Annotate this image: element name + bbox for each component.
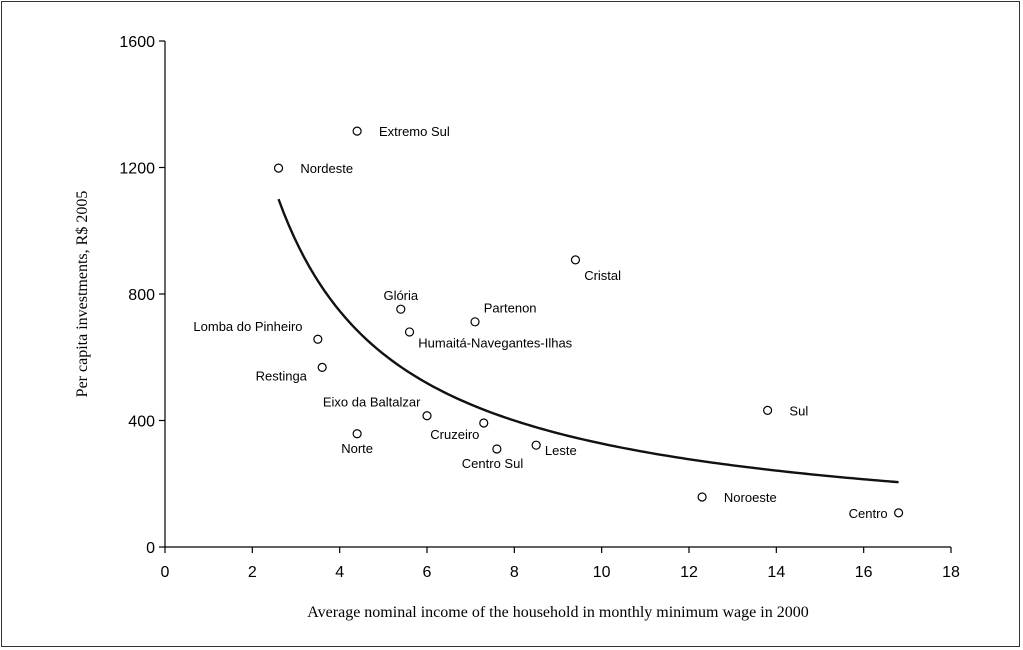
data-point	[893, 508, 904, 518]
y-tick-label: 1200	[119, 161, 155, 178]
data-point	[352, 429, 362, 439]
data-point	[352, 126, 362, 136]
y-tick-label: 800	[128, 287, 155, 304]
x-tick-label: 0	[161, 564, 170, 581]
data-point	[404, 327, 415, 337]
point-label: Leste	[545, 443, 577, 458]
y-tick-label: 0	[146, 540, 155, 557]
x-tick-label: 18	[942, 564, 960, 581]
data-point	[492, 444, 502, 454]
data-point	[479, 418, 489, 428]
trendline-curve	[277, 198, 899, 484]
point-label: Centro Sul	[462, 456, 524, 471]
point-label: Extremo Sul	[379, 124, 450, 139]
x-tick-label: 10	[593, 564, 611, 581]
data-point	[470, 317, 480, 327]
axes: 0 400 800 1200 1600 0 2 4 6 8 10 12 14 16 18	[119, 34, 960, 581]
data-point	[313, 334, 323, 344]
point-label: Nordeste	[300, 161, 353, 176]
x-tick-label: 6	[423, 564, 432, 581]
points-layer: Extremo Sul Nordeste Cristal Glória Partenon…	[193, 124, 904, 521]
trendline-layer	[277, 198, 899, 484]
data-point	[570, 255, 581, 265]
point-label: Centro	[849, 506, 888, 521]
point-label: Restinga	[256, 368, 308, 383]
x-tick-label: 4	[335, 564, 344, 581]
data-point	[531, 440, 541, 450]
point-label: Glória	[383, 288, 418, 303]
x-axis-title: Average nominal income of the household …	[307, 604, 808, 621]
data-point	[396, 304, 406, 314]
point-label: Cristal	[584, 268, 621, 283]
point-label: Partenon	[484, 301, 537, 316]
point-label: Sul	[789, 403, 808, 418]
y-tick-label: 1600	[119, 34, 155, 51]
point-label: Lomba do Pinheiro	[193, 319, 302, 334]
x-tick-label: 14	[767, 564, 785, 581]
x-tick-label: 16	[855, 564, 873, 581]
data-point	[273, 163, 284, 173]
data-point	[762, 405, 773, 415]
point-label: Noroeste	[724, 490, 777, 505]
point-label: Norte	[341, 441, 373, 456]
x-tick-label: 2	[248, 564, 257, 581]
x-tick-label: 8	[510, 564, 519, 581]
data-point	[697, 492, 707, 502]
point-label: Cruzeiro	[430, 427, 479, 442]
data-point	[422, 411, 432, 421]
point-label: Eixo da Baltalzar	[323, 395, 421, 410]
data-point	[317, 362, 327, 372]
point-label: Humaitá-Navegantes-Ilhas	[418, 335, 572, 350]
x-tick-label: 12	[680, 564, 698, 581]
y-tick-label: 400	[128, 414, 155, 431]
y-axis-title: Per capita investments, R$ 2005	[74, 191, 91, 398]
